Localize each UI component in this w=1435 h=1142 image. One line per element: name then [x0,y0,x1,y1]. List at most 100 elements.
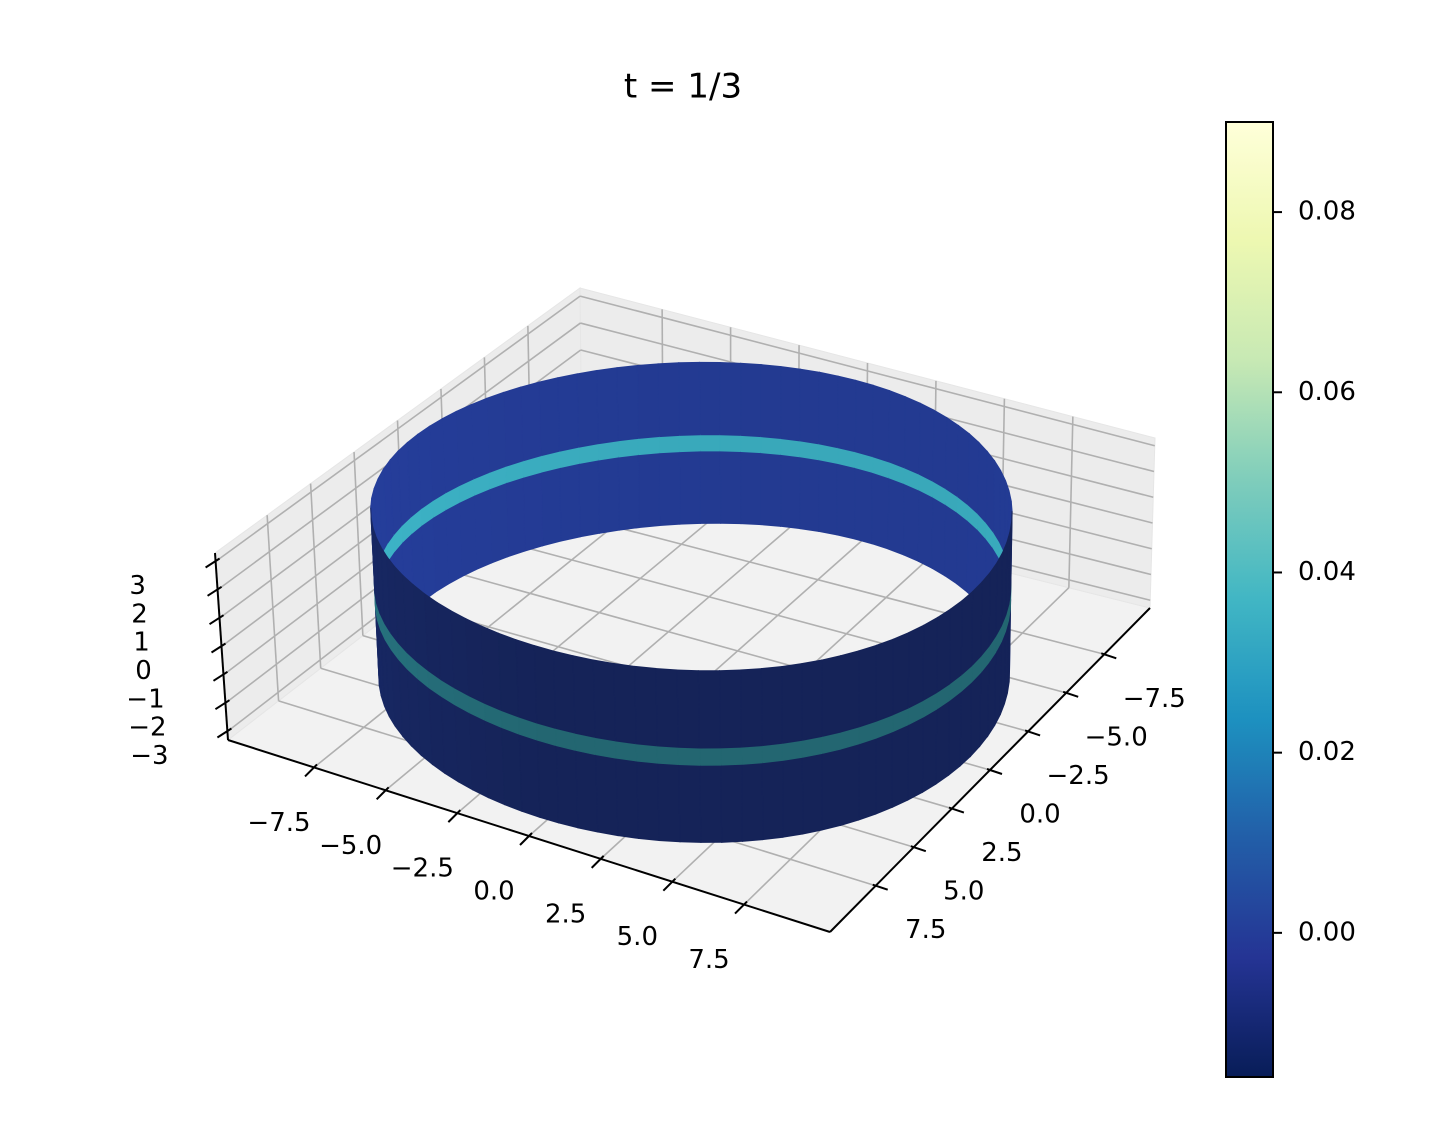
surface-patch [935,699,950,785]
x-tick [662,878,677,892]
y-tick-label: 7.5 [905,915,946,945]
y-tick-label: 0.0 [1019,800,1060,830]
surface-patch [780,366,801,442]
surface-patch [760,436,782,455]
surface-patch [799,368,821,445]
y-tick-label: 2.5 [981,838,1022,868]
surface-patch [678,361,701,436]
surface-patch [555,744,579,829]
surface-patch [872,384,891,463]
surface-patch [801,659,823,741]
surface-patch [497,632,520,718]
surface-patch [837,375,857,453]
surface-patch [949,599,963,685]
surface-patch [637,436,660,456]
z-tick [208,614,225,626]
surface-patch [907,716,924,801]
surface-patch [840,650,860,733]
surface-patch [719,361,742,436]
surface-patch [921,708,938,794]
z-tick-label: 1 [133,628,150,658]
surface-patch [488,482,509,564]
z-grid-line [215,295,581,563]
x-tick-label: −7.5 [247,808,310,838]
surface-patch [818,371,839,449]
surface-patch [761,759,784,841]
surface-patch [658,434,680,454]
surface-patch [678,434,701,453]
surface-patch [533,644,557,730]
z-tick-label: 0 [135,656,152,686]
x-tick [375,786,390,800]
surface-patch [538,377,560,457]
surface-patch [888,389,906,469]
surface-patch [502,386,524,468]
x-tick-label: −5.0 [319,831,382,861]
surface-patch [741,762,764,842]
surface-patch [821,748,841,831]
surface-patch [799,456,820,532]
x-tick-label: 2.5 [545,899,586,929]
surface-patch [907,624,925,709]
surface-patch [740,668,763,748]
surface-patch [922,616,939,702]
z-tick-label: 2 [131,599,148,629]
surface-patch [740,434,762,454]
surface-patch [718,669,742,749]
surface-patch [820,655,841,738]
surface-patch [719,434,742,453]
surface-patch [818,459,839,536]
surface-patch [780,453,801,530]
surface-patch [944,503,958,585]
z-tick-label: −1 [126,684,164,714]
surface-patch [697,670,722,749]
surface-patch [678,450,701,525]
surface-patch [959,680,973,767]
z-grid-line [579,295,1155,447]
surface-patch [518,733,541,819]
surface-patch [676,669,701,749]
surface-patch [486,391,506,474]
surface-patch [636,363,660,439]
x-tick [519,832,533,846]
surface-patch [470,397,490,480]
surface-patch [858,644,877,728]
surface-patch [781,663,803,744]
surface-patch [780,437,801,458]
y-tick [1024,729,1041,737]
z-tick-label: −2 [128,713,166,743]
surface-patch [613,662,637,745]
surface-patch [657,762,681,843]
surface-patch [980,571,991,658]
surface-patch [761,742,784,764]
surface-patch [840,743,860,827]
surface-patch [636,760,660,842]
surface-patch [540,466,562,547]
surface-patch [515,639,538,724]
surface-patch [520,381,542,462]
x-tick-label: 7.5 [688,945,729,975]
surface-patch [957,424,970,507]
surface-patch [836,462,856,540]
surface-patch [596,367,619,445]
surface-patch [678,763,702,843]
surface-patch [698,747,722,766]
x-tick [447,809,462,823]
y-tick [1062,690,1079,698]
colorbar-tick-label: 0.00 [1298,917,1356,947]
surface-patch [970,671,982,758]
colorbar-tick-label: 0.08 [1298,197,1356,227]
x-tick [590,855,605,869]
surface-patch [917,489,934,570]
surface-patch [971,580,983,667]
surface-patch [945,416,960,498]
x-tick-label: 0.0 [473,877,514,907]
y-tick-label: 5.0 [943,877,984,907]
surface-patch [592,659,617,742]
surface-patch [557,373,579,452]
surface-patch [931,496,947,577]
surface-patch [854,466,874,545]
z-tick [205,557,221,569]
x-tick-label: 5.0 [617,922,658,952]
